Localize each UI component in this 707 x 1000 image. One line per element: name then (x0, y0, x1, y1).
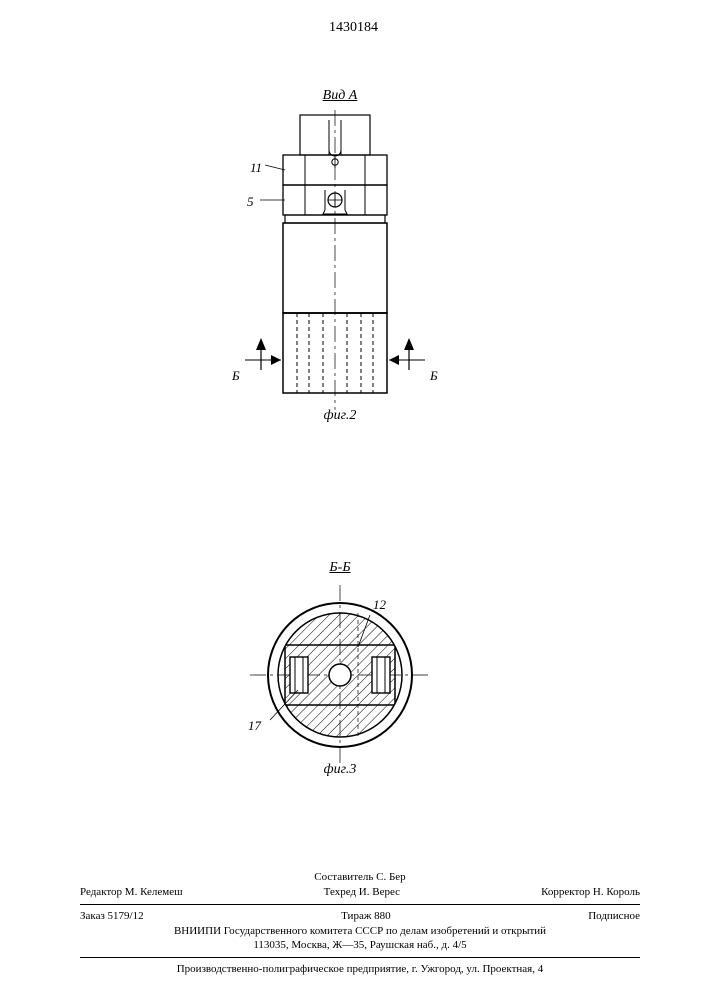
fig3-callout-17: 17 (248, 718, 261, 734)
circulation: Тираж 880 (341, 909, 391, 924)
org-line-2: 113035, Москва, Ж—35, Раушская наб., д. … (253, 939, 466, 951)
fig3-title: Б-Б (315, 560, 365, 576)
subscription: Подписное (588, 909, 640, 924)
order-number: Заказ 5179/12 (80, 909, 144, 924)
figure-2-drawing (205, 110, 465, 430)
fig3-label: фиг.3 (300, 762, 380, 778)
editor-credit: Редактор М. Келемеш (80, 885, 183, 900)
compiler-credit: Составитель С. Бер (314, 871, 405, 883)
tech-editor-credit: Техред И. Верес (324, 885, 400, 900)
footer-rule-2 (80, 957, 640, 958)
footer-block: Составитель С. Бер Редактор М. Келемеш Т… (80, 870, 640, 977)
document-number: 1430184 (0, 20, 707, 36)
page: 1430184 Вид А (0, 0, 707, 1000)
org-line-1: ВНИИПИ Государственного комитета СССР по… (174, 925, 546, 937)
printer-line: Производственно-полиграфическое предприя… (177, 963, 544, 975)
fig2-title: Вид А (300, 88, 380, 104)
fig2-section-left: Б (232, 368, 240, 384)
fig2-section-right: Б (430, 368, 438, 384)
fig2-label: фиг.2 (300, 408, 380, 424)
fig3-callout-12: 12 (373, 597, 386, 613)
fig2-callout-5: 5 (247, 194, 254, 210)
fig2-callout-11: 11 (250, 160, 262, 176)
figure-3-drawing (240, 585, 440, 775)
corrector-credit: Корректор Н. Король (541, 885, 640, 900)
footer-rule-1 (80, 904, 640, 905)
